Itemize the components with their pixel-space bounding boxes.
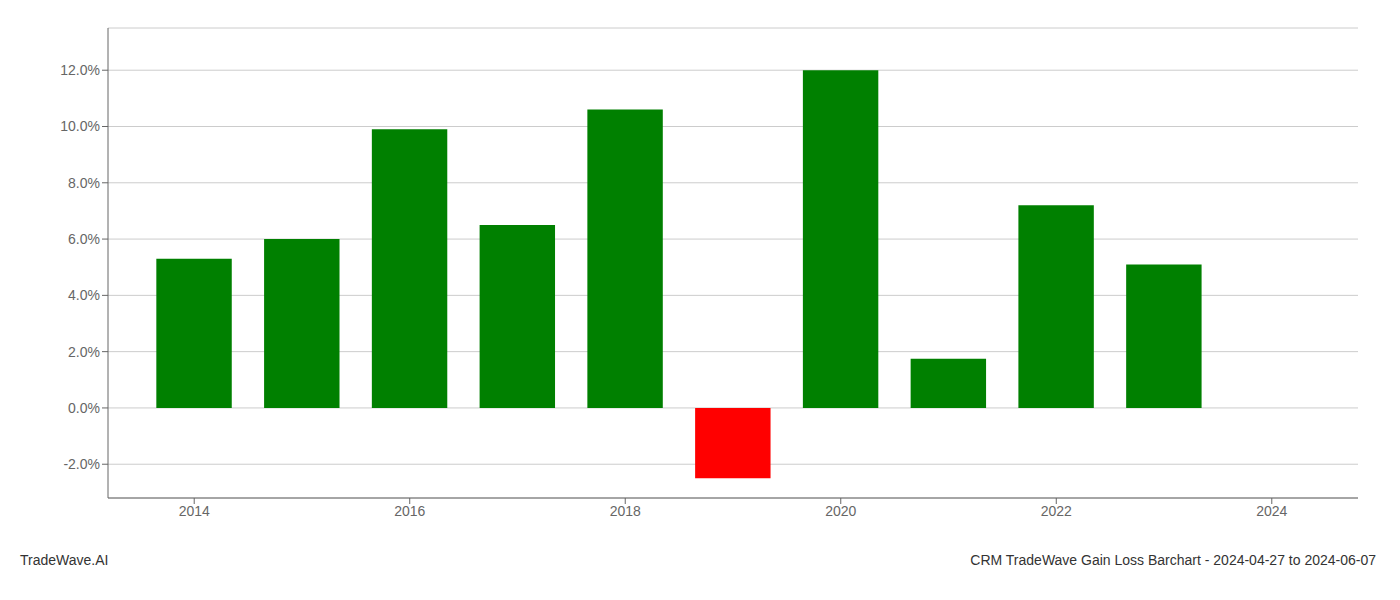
svg-text:12.0%: 12.0% xyxy=(60,62,100,78)
svg-text:0.0%: 0.0% xyxy=(68,400,100,416)
svg-text:2020: 2020 xyxy=(825,503,856,519)
svg-text:2014: 2014 xyxy=(179,503,210,519)
svg-text:-2.0%: -2.0% xyxy=(63,456,100,472)
svg-text:2022: 2022 xyxy=(1041,503,1072,519)
html-text:TradeWave.AI: TradeWave.AI xyxy=(20,552,109,568)
svg-text:2016: 2016 xyxy=(394,503,425,519)
svg-text:2018: 2018 xyxy=(610,503,641,519)
svg-text:6.0%: 6.0% xyxy=(68,231,100,247)
svg-text:8.0%: 8.0% xyxy=(68,175,100,191)
svg-text:2.0%: 2.0% xyxy=(68,344,100,360)
html-text:CRM TradeWave Gain Loss Barcha: CRM TradeWave Gain Loss Barchart - 2024-… xyxy=(970,552,1376,568)
svg-text:2024: 2024 xyxy=(1256,503,1287,519)
svg-text:10.0%: 10.0% xyxy=(60,118,100,134)
svg-text:4.0%: 4.0% xyxy=(68,287,100,303)
